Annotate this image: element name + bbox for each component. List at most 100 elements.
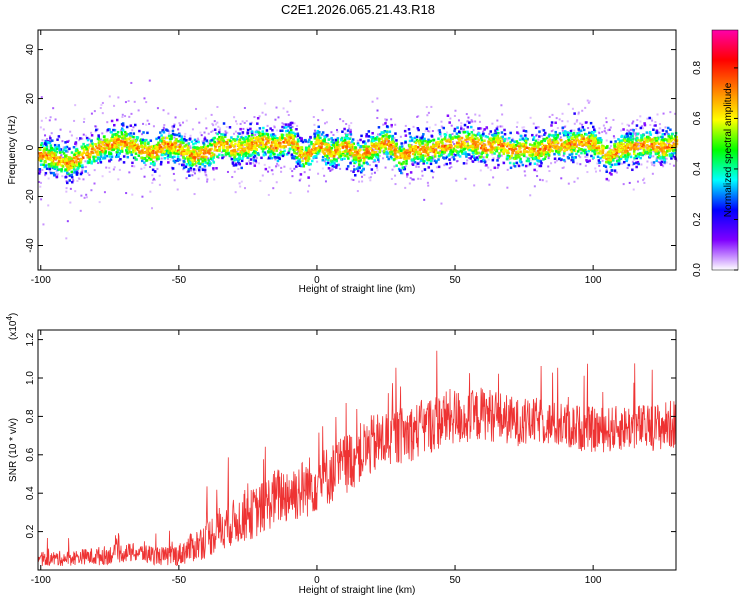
spectrogram-cell [50,164,53,167]
spectrogram-cell [284,145,287,148]
spectrogram-cell [608,128,611,131]
spectrogram-cell [96,146,99,150]
spectrogram-cell [342,120,345,123]
spectrogram-cell [483,139,486,143]
spectrogram-cell [511,137,514,140]
spectrogram-cell [449,150,452,154]
spectrogram-cell [45,157,49,160]
spectrogram-cell [413,149,417,153]
spectrogram-cell [533,145,537,149]
spectrogram-cell [506,154,509,157]
spectrogram-cell [651,163,654,166]
spectrogram-cell [234,191,237,194]
spectrogram-cell [675,139,678,143]
spectrogram-cell [131,193,134,196]
spectrogram-cell [76,167,79,171]
spectrogram-cell [73,171,76,174]
spectrogram-cell [573,149,577,153]
spectrogram-cell [148,147,151,151]
spectrogram-cell [385,150,388,154]
spectrogram-cell [155,159,158,162]
spectrogram-cell [367,157,371,160]
spectrogram-cell [195,107,198,110]
spectrogram-cell [306,159,310,162]
spectrogram-cell [307,140,310,144]
spectrogram-cell [42,128,45,131]
spectrogram-cell [353,161,356,165]
spectrogram-cell [277,164,280,167]
spectrogram-cell [264,140,267,143]
spectrogram-cell [218,129,221,132]
spectrogram-cell [81,169,84,172]
spectrogram-cell [426,153,430,157]
spectrogram-cell [651,147,655,151]
spectrogram-cell [335,143,339,147]
spectrogram-cell [529,116,532,119]
spectrogram-cell [216,105,219,108]
spectrogram-cell [448,161,452,165]
spectrogram-cell [316,129,320,133]
spectrogram-cell [419,135,422,138]
spectrogram-cell [451,141,454,144]
spectrogram-cell [75,163,79,167]
spectrogram-cell [576,177,579,180]
spectrogram-cell [229,139,232,143]
spectrogram-cell [506,151,509,154]
spectrogram-cell [304,138,307,142]
spectrogram-cell [671,152,674,155]
spectrogram-cell [474,120,477,123]
spectrogram-cell [481,146,485,149]
spectrogram-cell [417,115,420,118]
spectrogram-cell [467,157,470,160]
spectrogram-cell [572,156,576,160]
spectrogram-cell [619,139,623,142]
spectrogram-cell [568,142,571,145]
spectrogram-cell [652,145,656,148]
spectrogram-cell [377,126,381,129]
spectrogram-cell [478,142,482,145]
spectrogram-cell [116,141,119,144]
spectrogram-cell [277,156,281,160]
spectrogram-cell [570,143,573,146]
spectrogram-cell [52,157,56,160]
spectrogram-cell [527,159,531,163]
spectrogram-cell [151,174,154,177]
spectrogram-cell [125,125,129,129]
spectrogram-cell [499,125,502,128]
spectrogram-cell [336,138,339,142]
spectrogram-cell [203,168,207,172]
spectrogram-cell [287,150,291,153]
spectrogram-cell [391,140,395,143]
spectrogram-cell [63,157,67,160]
spectrogram-cell [222,133,225,136]
spectrogram-cell [588,131,591,135]
spectrogram-cell [434,123,437,126]
spectrogram-cell [619,157,623,161]
spectrogram-cell [67,148,70,151]
spectrogram-cell [143,175,146,178]
spectrogram-cell [628,124,631,127]
spectrogram-cell [585,143,588,147]
spectrogram-cell [68,147,71,150]
spectrogram-cell [457,150,461,154]
spectrogram-cell [556,144,559,148]
spectrogram-cell [99,161,103,164]
spectrogram-cell [99,138,102,141]
spectrogram-cell [65,145,69,149]
spectrogram-cell [250,130,254,133]
spectrogram-cell [616,147,620,150]
spectrogram-cell [479,169,482,172]
spectrogram-cell [140,149,144,152]
spectrogram-cell [238,163,242,166]
spectrogram-cell [373,144,376,147]
spectrogram-cell [593,130,597,133]
spectrogram-cell [595,147,599,150]
spectrogram-cell [647,145,651,148]
spectrogram-cell [117,96,120,99]
spectrogram-cell [637,141,640,144]
spectrogram-cell [629,138,633,142]
spectrogram-cell [80,153,83,157]
spectrogram-cell [280,133,284,137]
spectrogram-cell [407,148,410,151]
spectrogram-cell [463,123,467,127]
